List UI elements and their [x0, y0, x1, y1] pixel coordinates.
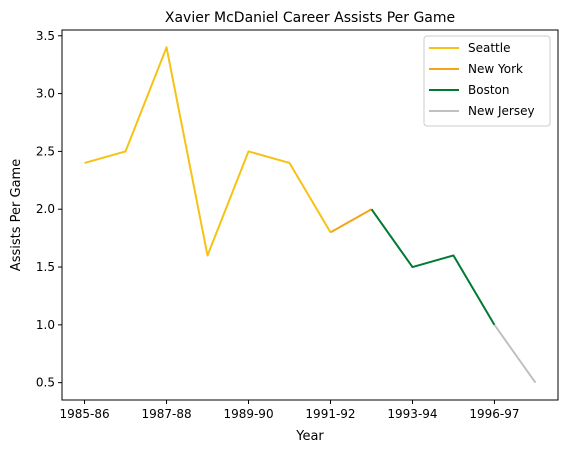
series-line-new-jersey — [493, 324, 537, 384]
x-tick-label: 1993-94 — [387, 407, 437, 421]
legend-label: New Jersey — [468, 104, 535, 118]
x-axis: 1985-86 1987-88 1989-90 1991-92 1993-94 1996-… — [59, 400, 520, 421]
chart-title: Xavier McDaniel Career Assists Per Game — [165, 10, 455, 26]
y-tick-label: 2.5 — [36, 144, 55, 158]
legend-label: Seattle — [468, 41, 510, 55]
y-tick-label: 2.0 — [36, 202, 55, 216]
x-axis-label: Year — [295, 429, 324, 444]
legend-label: New York — [468, 62, 523, 76]
x-tick-label: 1987-88 — [141, 407, 191, 421]
series-line-boston — [370, 208, 496, 326]
series-layer — [84, 46, 537, 384]
y-tick-label: 1.5 — [36, 260, 55, 274]
y-tick-label: 3.5 — [36, 29, 55, 43]
series-line-new-york — [330, 208, 372, 234]
x-tick-label: 1989-90 — [223, 407, 273, 421]
legend: Seattle New York Boston New Jersey — [423, 35, 551, 127]
series-line-seattle — [84, 46, 332, 257]
legend-label: Boston — [468, 83, 509, 97]
y-tick-label: 1.0 — [36, 318, 55, 332]
y-tick-label: 3.0 — [36, 87, 55, 101]
y-axis-label: Assists Per Game — [9, 159, 24, 271]
x-tick-label: 1996-97 — [469, 407, 519, 421]
legend-box — [423, 35, 551, 127]
y-axis: 0.5 1.0 1.5 2.0 2.5 3.0 3.5 — [36, 29, 62, 390]
x-tick-label: 1991-92 — [305, 407, 355, 421]
plot-frame — [61, 29, 559, 401]
y-tick-label: 0.5 — [36, 376, 55, 390]
x-tick-label: 1985-86 — [59, 407, 109, 421]
